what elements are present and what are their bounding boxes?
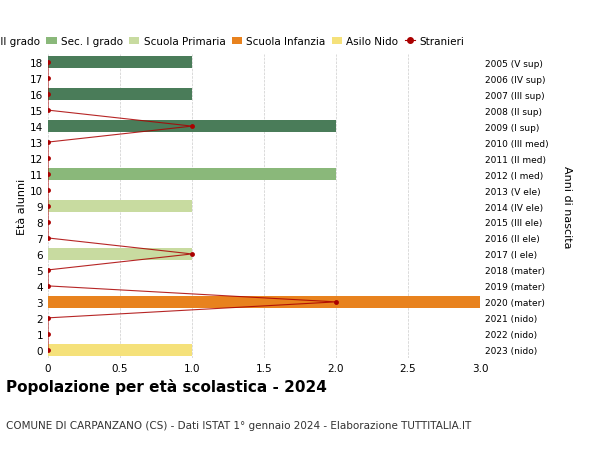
Bar: [48, 57, 192, 69]
Y-axis label: Età alunni: Età alunni: [17, 179, 27, 235]
Bar: [48, 296, 480, 308]
Legend: Sec. II grado, Sec. I grado, Scuola Primaria, Scuola Infanzia, Asilo Nido, Stran: Sec. II grado, Sec. I grado, Scuola Prim…: [0, 37, 464, 47]
Text: COMUNE DI CARPANZANO (CS) - Dati ISTAT 1° gennaio 2024 - Elaborazione TUTTITALIA: COMUNE DI CARPANZANO (CS) - Dati ISTAT 1…: [6, 420, 471, 430]
Bar: [48, 121, 336, 133]
Bar: [48, 344, 192, 356]
Bar: [48, 89, 192, 101]
Y-axis label: Anni di nascita: Anni di nascita: [562, 165, 572, 248]
Bar: [48, 248, 192, 260]
Bar: [48, 201, 192, 213]
Text: Popolazione per età scolastica - 2024: Popolazione per età scolastica - 2024: [6, 379, 327, 395]
Bar: [48, 169, 336, 181]
